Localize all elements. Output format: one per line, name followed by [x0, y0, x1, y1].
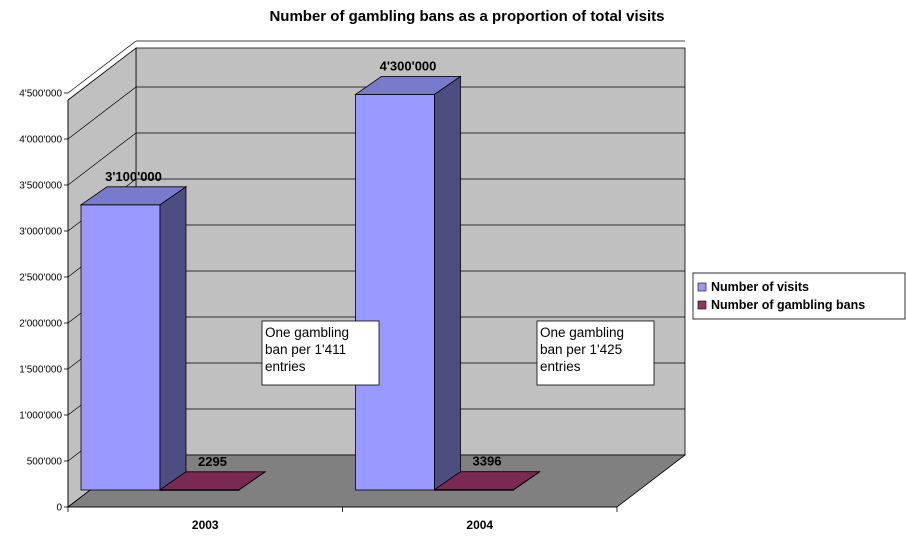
y-tick-label: 4'500'000	[19, 89, 62, 100]
annotation-line: entries	[265, 359, 306, 374]
bars: 3'100'000 2295 4'300'000 3396	[79, 58, 541, 491]
annotation-box: One gambling ban per 1'411 entries	[261, 320, 380, 386]
bar	[158, 471, 267, 491]
bar-front	[355, 94, 435, 491]
gridline-side	[67, 40, 137, 94]
y-tick-label: 0	[56, 503, 62, 514]
gridline-side	[67, 86, 137, 140]
bar	[433, 470, 541, 491]
annotation-line: One gambling	[265, 325, 349, 340]
bar-side	[238, 471, 266, 491]
data-label: 3'100'000	[105, 169, 162, 184]
annotation-frame	[261, 320, 380, 386]
x-tick-label: 2003	[192, 518, 219, 532]
x-axis: 2003 2004	[67, 506, 618, 532]
annotation-box: One gambling ban per 1'425 entries	[536, 320, 655, 386]
y-tick-label: 3'500'000	[19, 181, 62, 192]
bar-side	[159, 186, 187, 491]
y-tick-label: 4'000'000	[19, 135, 62, 146]
data-label: 4'300'000	[380, 58, 437, 73]
y-tick-label: 2'500'000	[19, 273, 62, 284]
y-tick-label: 2'000'000	[19, 319, 62, 330]
y-tick-label: 500'000	[27, 457, 63, 468]
legend-swatch	[697, 300, 707, 310]
y-tick-label: 1'000'000	[19, 411, 62, 422]
bar-side	[434, 75, 461, 491]
legend-swatch	[697, 282, 707, 292]
annotation-line: ban per 1'411	[265, 342, 346, 357]
x-tick-label: 2004	[466, 518, 493, 532]
data-label: 3396	[473, 454, 502, 469]
chart-title: Number of gambling bans as a proportion …	[269, 8, 664, 25]
annotation-frame	[536, 320, 655, 386]
legend-frame	[692, 272, 906, 320]
annotation-line: entries	[540, 359, 581, 374]
y-tick-label: 1'500'000	[19, 365, 62, 376]
bar-front	[80, 204, 161, 491]
bar-side	[513, 470, 540, 491]
y-tick-label: 3'000'000	[19, 227, 62, 238]
data-label: 2295	[198, 454, 227, 469]
legend: Number of visits Number of gambling bans	[692, 272, 906, 320]
y-axis: 0 500'000 1'000'000 1'500'000 2'000'000 2'500…	[19, 89, 69, 514]
legend-entry: Number of gambling bans	[711, 298, 865, 312]
legend-entry: Number of visits	[711, 280, 809, 294]
annotation-line: One gambling	[540, 325, 624, 340]
annotation-line: ban per 1'425	[540, 342, 622, 357]
bar	[79, 186, 188, 491]
gridline-side	[67, 132, 137, 186]
bar	[354, 75, 462, 491]
